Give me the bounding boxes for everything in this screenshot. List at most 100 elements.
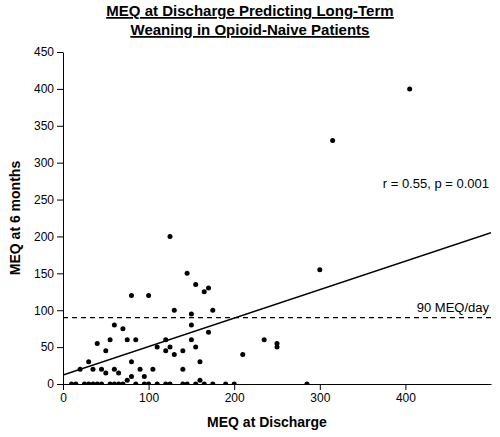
point: [129, 374, 134, 379]
tick-mark: [57, 384, 63, 385]
tick-mark: [57, 163, 63, 164]
tick: 300: [310, 384, 330, 405]
point: [304, 382, 309, 385]
title-line: Weaning in Opioid-Naive Patients: [131, 21, 370, 38]
point: [133, 337, 138, 342]
point: [120, 326, 125, 331]
point: [69, 382, 74, 385]
point: [206, 330, 211, 335]
tick-mark: [57, 200, 63, 201]
tick-mark: [149, 384, 150, 390]
point: [142, 374, 147, 379]
point: [172, 352, 177, 357]
point: [99, 367, 104, 372]
point: [189, 322, 194, 327]
point: [223, 382, 228, 385]
title-line: MEQ at Discharge Predicting Long-Term: [106, 2, 393, 19]
point: [163, 382, 168, 385]
point: [129, 359, 134, 364]
point: [99, 382, 104, 385]
point: [133, 382, 138, 385]
tick-label: 200: [34, 230, 54, 244]
y-axis-title: MEQ at 6 months: [7, 161, 23, 276]
tick-mark: [405, 384, 406, 390]
point: [168, 234, 173, 239]
point: [180, 367, 185, 372]
point: [172, 308, 177, 313]
tick: 100: [139, 384, 159, 405]
point: [125, 337, 130, 342]
point: [180, 382, 185, 385]
point: [146, 382, 151, 385]
point: [210, 308, 215, 313]
point: [317, 267, 322, 272]
tick-mark: [63, 384, 64, 390]
point: [150, 367, 155, 372]
tick-label: 0: [47, 377, 54, 391]
chart: MEQ at Discharge Predicting Long-Term Wea…: [0, 0, 500, 437]
point: [82, 382, 87, 385]
tick-mark: [57, 89, 63, 90]
tick-label: 300: [34, 156, 54, 170]
tick: 150: [34, 267, 63, 281]
point: [146, 293, 151, 298]
point: [262, 337, 267, 342]
tick: 250: [34, 193, 63, 207]
tick-mark: [234, 384, 235, 390]
point: [103, 370, 108, 375]
point: [95, 382, 100, 385]
point: [108, 337, 113, 342]
reference-line: [63, 317, 491, 318]
point: [112, 322, 117, 327]
tick: 300: [34, 156, 63, 170]
axis-line: [64, 384, 492, 385]
point: [73, 382, 78, 385]
tick: 0: [60, 384, 67, 405]
y-axis: 050100150200250300350400450: [34, 45, 64, 391]
point: [78, 367, 83, 372]
point: [210, 382, 215, 385]
trend-line: [63, 233, 491, 375]
point: [120, 382, 125, 385]
point: [125, 378, 130, 383]
point: [180, 348, 185, 353]
tick-label: 150: [34, 267, 54, 281]
tick-mark: [57, 347, 63, 348]
tick-label: 300: [310, 391, 330, 405]
point: [108, 382, 113, 385]
point: [112, 367, 117, 372]
point: [90, 367, 95, 372]
point: [232, 382, 237, 385]
point: [86, 359, 91, 364]
axis-line: [63, 53, 64, 385]
point: [112, 382, 117, 385]
tick: 200: [34, 230, 63, 244]
point: [155, 382, 160, 385]
point: [129, 293, 134, 298]
point: [163, 348, 168, 353]
point: [168, 345, 173, 350]
tick: 400: [396, 384, 416, 405]
point: [193, 282, 198, 287]
x-axis: 0 100 200 300 400: [60, 384, 491, 405]
tick: 0: [47, 377, 63, 391]
point: [193, 345, 198, 350]
point: [168, 382, 173, 385]
point: [202, 382, 207, 385]
tick-label: 50: [41, 340, 55, 354]
x-axis-title: MEQ at Discharge: [207, 414, 327, 430]
tick-label: 200: [225, 391, 245, 405]
title: MEQ at Discharge Predicting Long-Term Wea…: [106, 2, 393, 38]
point: [95, 341, 100, 346]
tick-mark: [320, 384, 321, 390]
point: [185, 271, 190, 276]
tick-label: 100: [139, 391, 159, 405]
point: [197, 359, 202, 364]
point: [407, 86, 412, 91]
point: [163, 337, 168, 342]
annotation: r = 0.55, p = 0.001: [383, 176, 489, 191]
tick-mark: [57, 126, 63, 127]
tick: 50: [41, 340, 63, 354]
point: [193, 382, 198, 385]
point: [116, 382, 121, 385]
